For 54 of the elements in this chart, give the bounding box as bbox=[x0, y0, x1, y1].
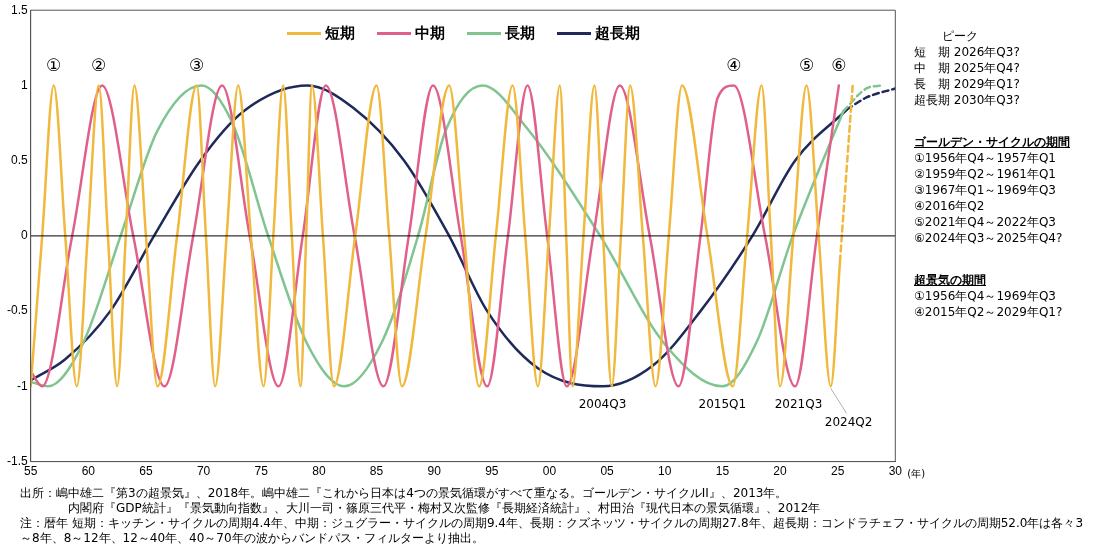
annotation: ① bbox=[46, 55, 62, 76]
text: ⑥2024年Q3～2025年Q4? bbox=[914, 230, 1064, 246]
text: ①1956年Q4～1957年Q1 bbox=[914, 150, 1057, 166]
annotation: ② bbox=[91, 55, 107, 76]
y-tick-label: 0.5 bbox=[10, 152, 28, 167]
text: 注：暦年 短期：キッチン・サイクルの周期4.4年、中期：ジュグラー・サイクルの周期9.4年、長期：クズネッツ・サイクルの周期27.8年、超長期：コンドラチェフ・サイクルの周期52.0年は各々3～8年、8～12年、12～40年、40～70年の波からバンドパス・フィルターより抽出。 bbox=[20, 516, 1085, 546]
text: ①1956年Q4～1969年Q3 bbox=[914, 288, 1057, 304]
x-tick-label: 00 bbox=[542, 464, 557, 479]
text: ④2016年Q2 bbox=[914, 198, 986, 214]
x-tick-label: 30 bbox=[888, 464, 903, 479]
x-tick-label: 90 bbox=[427, 464, 442, 479]
legend-label: 長期 bbox=[504, 24, 535, 43]
legend-label: 短期 bbox=[324, 24, 355, 43]
y-tick-label: -0.5 bbox=[6, 303, 28, 318]
text: 内閣府『GDP統計』『景気動向指数』、大川一司・篠原三代平・梅村又次監修『長期経済統計』、村田治『現代日本の景気循環』、2012年 bbox=[67, 501, 822, 516]
text: ②1959年Q2～1961年Q1 bbox=[914, 166, 1057, 182]
text: ③1967年Q1～1969年Q3 bbox=[914, 182, 1057, 198]
text: 短 期 2026年Q3? bbox=[914, 44, 1021, 60]
text: ピーク bbox=[941, 28, 979, 44]
x-tick-label: 10 bbox=[658, 464, 672, 479]
x-tick-label: 95 bbox=[485, 464, 499, 479]
y-tick-label: 0 bbox=[20, 228, 28, 243]
annotation: 2015Q1 bbox=[698, 397, 747, 412]
x-axis-title: (年) bbox=[907, 466, 926, 481]
y-tick-label: 1 bbox=[20, 77, 28, 92]
x-tick-label: 05 bbox=[600, 464, 615, 479]
annotation: ⑤ bbox=[798, 55, 815, 76]
text: 中 期 2025年Q4? bbox=[914, 60, 1021, 76]
legend-label: 中期 bbox=[414, 24, 445, 43]
x-tick-label: 65 bbox=[139, 464, 153, 479]
x-tick-label: 80 bbox=[312, 464, 326, 479]
text: ④2015年Q2～2029年Q1? bbox=[914, 304, 1064, 320]
x-tick-label: 75 bbox=[254, 464, 269, 479]
text: ⑤2021年Q4～2022年Q3 bbox=[914, 214, 1057, 230]
text: ゴールデン・サイクルの期間 bbox=[914, 134, 1071, 150]
x-tick-label: 85 bbox=[369, 464, 384, 479]
y-tick-label: -1 bbox=[17, 378, 28, 393]
annotation: ④ bbox=[726, 55, 742, 76]
annotation: ⑥ bbox=[831, 55, 847, 76]
annotation: 2024Q2 bbox=[824, 415, 873, 430]
legend-label: 超長期 bbox=[594, 24, 640, 43]
y-tick-label: 1.5 bbox=[10, 2, 28, 17]
text: 超長期 2030年Q3? bbox=[914, 92, 1021, 108]
annotation: ③ bbox=[189, 55, 205, 76]
annotation: 2021Q3 bbox=[774, 397, 823, 412]
text: 出所：嶋中雄二『第3の超景気』、2018年。嶋中雄二『これから日本は4つの景気循環がすべて重なる。ゴールデン・サイクルII』、2013年。 bbox=[20, 486, 789, 501]
x-tick-label: 70 bbox=[196, 464, 211, 479]
text: 長 期 2029年Q1? bbox=[914, 76, 1021, 92]
x-tick-label: 25 bbox=[831, 464, 845, 479]
x-tick-label: 15 bbox=[715, 464, 730, 479]
text: 超景気の期間 bbox=[914, 272, 987, 288]
x-tick-label: 20 bbox=[773, 464, 788, 479]
annotation: 2004Q3 bbox=[578, 397, 627, 412]
x-tick-label: 60 bbox=[81, 464, 96, 479]
